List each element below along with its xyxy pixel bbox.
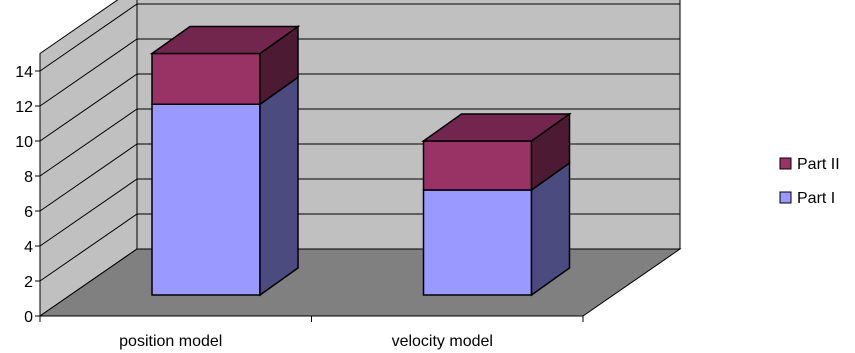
y-tick-label: 2 (24, 274, 33, 291)
gridline (39, 38, 680, 107)
bar-top (149, 25, 301, 55)
bar-front (151, 52, 261, 105)
chart-floor (38, 248, 682, 317)
legend: Part II Part I (779, 156, 840, 207)
y-tick-label: 4 (24, 239, 33, 256)
gridline (39, 73, 680, 142)
x-category-label: velocity model (392, 333, 493, 350)
legend-label: Part I (797, 190, 835, 207)
y-tick-label: 0 (24, 309, 33, 326)
x-category-label: position model (119, 333, 222, 350)
y-tick-label: 12 (15, 99, 33, 116)
legend-swatch (779, 157, 792, 170)
gridline (39, 3, 680, 72)
y-axis-ticks: 0 2 4 6 8 10 12 14 (15, 64, 40, 326)
legend-label: Part II (797, 156, 840, 173)
bar-top (421, 113, 572, 142)
y-tick-label: 6 (24, 204, 33, 221)
bar-front (422, 140, 533, 191)
bar-front (422, 189, 533, 296)
x-axis-categories: position model velocity model (39, 316, 584, 350)
floor (38, 248, 682, 317)
y-tick-label: 14 (15, 64, 33, 81)
y-tick-label: 10 (15, 134, 33, 151)
bars (149, 25, 572, 297)
legend-swatch (779, 191, 792, 204)
y-tick-label: 8 (24, 169, 33, 186)
gridline (39, 108, 680, 177)
bar-side (259, 75, 299, 297)
bar-front (151, 103, 261, 296)
